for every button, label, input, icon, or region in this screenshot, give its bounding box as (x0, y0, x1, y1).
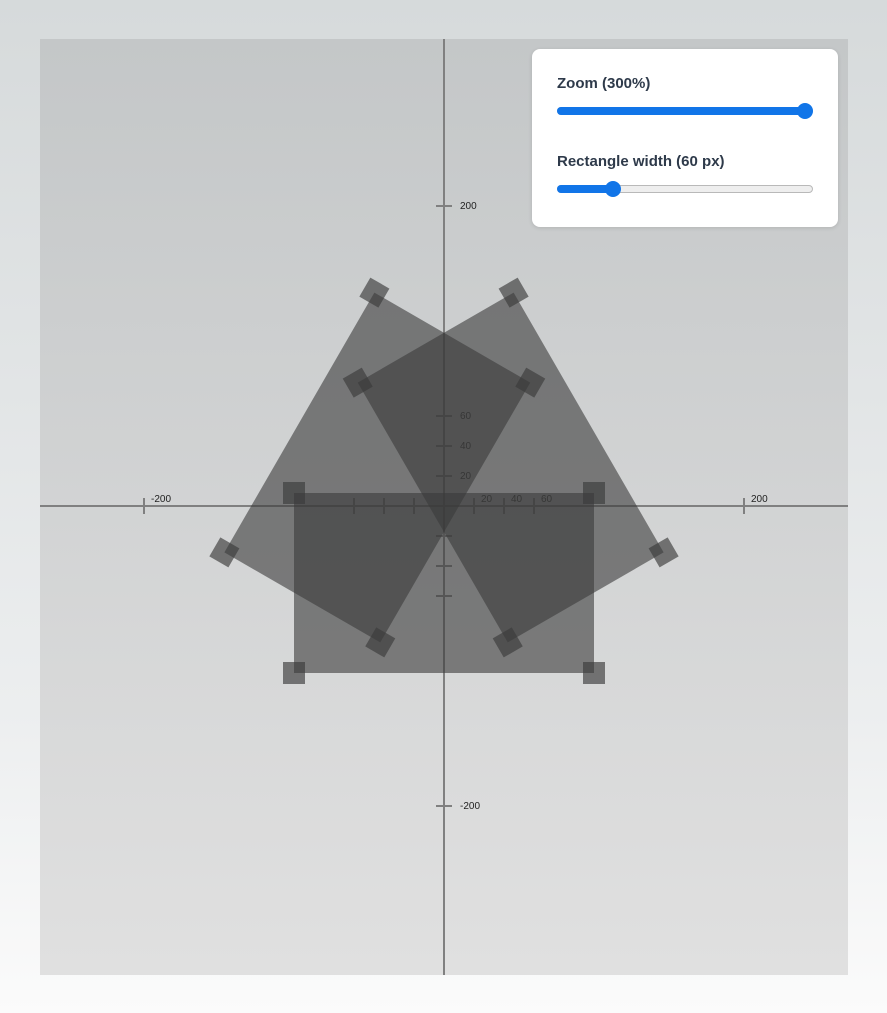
x-tick-label: -200 (151, 494, 171, 505)
corner-handle (342, 367, 373, 398)
shapes (209, 277, 679, 684)
rotated-rectangle-group (342, 277, 679, 658)
corner-handle (492, 627, 523, 658)
corner-handle (283, 662, 305, 684)
rect-width-slider[interactable] (557, 181, 813, 197)
rotated-rectangle (357, 292, 664, 643)
zoom-label: Zoom (300%) (557, 75, 651, 92)
zoom-slider[interactable] (557, 103, 813, 119)
rect-width-label: Rectangle width (60 px) (557, 153, 725, 170)
y-tick-label: 200 (460, 201, 477, 212)
zoom-slider-fill (557, 107, 805, 115)
rect-width-slider-thumb[interactable] (605, 181, 621, 197)
corner-handle (583, 662, 605, 684)
rect-width-slider-fill (557, 185, 613, 193)
x-tick-label: 200 (751, 494, 768, 505)
scene-svg: -200204060200200604020-200 (40, 39, 848, 975)
corner-handle (359, 277, 390, 308)
y-tick-label: -200 (460, 801, 480, 812)
control-panel: Zoom (300%) Rectangle width (60 px) (532, 49, 838, 227)
corner-handle (209, 537, 240, 568)
corner-handle (498, 277, 529, 308)
corner-handle (365, 627, 396, 658)
zoom-slider-thumb[interactable] (797, 103, 813, 119)
corner-handle (648, 537, 679, 568)
